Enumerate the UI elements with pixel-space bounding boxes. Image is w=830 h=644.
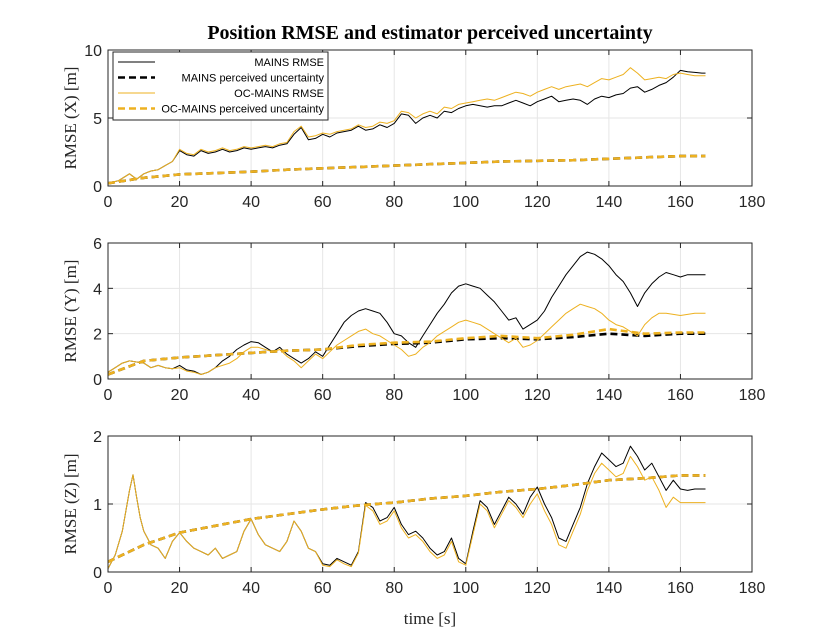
x-tick-label: 100 bbox=[452, 194, 479, 211]
x-tick-label: 100 bbox=[452, 387, 479, 404]
x-tick-label: 120 bbox=[524, 387, 551, 404]
x-tick-label: 40 bbox=[242, 580, 260, 597]
x-tick-label: 140 bbox=[596, 580, 623, 597]
y-tick-label: 4 bbox=[93, 281, 102, 298]
y-tick-label: 0 bbox=[93, 565, 102, 582]
series-line-oc-mains-rmse bbox=[107, 455, 706, 569]
x-tick-label: 160 bbox=[667, 387, 694, 404]
y-tick-label: 2 bbox=[93, 327, 102, 344]
legend-box bbox=[112, 51, 329, 121]
x-tick-label: 60 bbox=[314, 387, 332, 404]
x-tick-label: 120 bbox=[524, 580, 551, 597]
x-tick-label: 180 bbox=[739, 580, 766, 597]
y-tick-label: 0 bbox=[93, 372, 102, 389]
y-axis-label: RMSE (Y) [m] bbox=[61, 260, 80, 363]
series-line-oc-mains-rmse bbox=[107, 303, 706, 375]
subplot-2: 0 20 40 60 80 100 120 140 160 180 0 2 4 6 RMSE (Y) [m] bbox=[61, 236, 765, 404]
x-tick-label: 40 bbox=[242, 194, 260, 211]
x-tick-label: 0 bbox=[104, 387, 113, 404]
x-tick-label: 80 bbox=[385, 194, 403, 211]
legend-label: MAINS RMSE bbox=[254, 57, 324, 69]
x-tick-label: 160 bbox=[667, 194, 694, 211]
x-tick-label: 20 bbox=[171, 580, 189, 597]
axes-frame bbox=[107, 242, 753, 380]
x-tick-label: 40 bbox=[242, 387, 260, 404]
legend-label: OC-MAINS perceived uncertainty bbox=[161, 104, 324, 116]
x-tick-label: 180 bbox=[739, 194, 766, 211]
x-tick-label: 100 bbox=[452, 580, 479, 597]
legend-label: OC-MAINS RMSE bbox=[234, 88, 324, 100]
subplot-3: 0 20 40 60 80 100 120 140 160 180 0 1 2 RMSE (Z) [m] bbox=[61, 429, 765, 597]
series-line-oc-mains-perceived-uncertainty bbox=[107, 474, 706, 563]
y-tick-label: 1 bbox=[93, 497, 102, 514]
x-tick-label: 0 bbox=[104, 580, 113, 597]
x-tick-label: 140 bbox=[596, 194, 623, 211]
legend-label: MAINS perceived uncertainty bbox=[182, 73, 325, 85]
y-tick-label: 10 bbox=[84, 43, 102, 60]
y-axis-label: RMSE (Z) [m] bbox=[61, 453, 80, 554]
x-tick-label: 20 bbox=[171, 387, 189, 404]
legend: MAINS RMSE MAINS perceived uncertainty OC-… bbox=[112, 51, 329, 121]
y-tick-label: 0 bbox=[93, 179, 102, 196]
x-tick-label: 140 bbox=[596, 387, 623, 404]
x-tick-label: 0 bbox=[104, 194, 113, 211]
x-tick-label: 60 bbox=[314, 580, 332, 597]
y-tick-label: 5 bbox=[93, 111, 102, 128]
x-tick-label: 60 bbox=[314, 194, 332, 211]
y-axis-label: RMSE (X) [m] bbox=[61, 67, 80, 170]
plot-area bbox=[108, 243, 752, 379]
y-tick-label: 6 bbox=[93, 236, 102, 253]
series-line-oc-mains-perceived-uncertainty bbox=[107, 327, 706, 376]
x-axis-label: time [s] bbox=[404, 609, 456, 628]
x-tick-label: 80 bbox=[385, 387, 403, 404]
chart-title: Position RMSE and estimator perceived un… bbox=[207, 22, 652, 44]
series-line-oc-mains-perceived-uncertainty bbox=[107, 154, 706, 185]
series-line-oc-mains-rmse bbox=[107, 67, 706, 184]
x-tick-label: 80 bbox=[385, 580, 403, 597]
x-tick-label: 20 bbox=[171, 194, 189, 211]
series-line-mains-rmse bbox=[107, 69, 706, 184]
y-tick-label: 2 bbox=[93, 429, 102, 446]
x-tick-label: 180 bbox=[739, 387, 766, 404]
x-tick-label: 160 bbox=[667, 580, 694, 597]
x-tick-label: 120 bbox=[524, 194, 551, 211]
